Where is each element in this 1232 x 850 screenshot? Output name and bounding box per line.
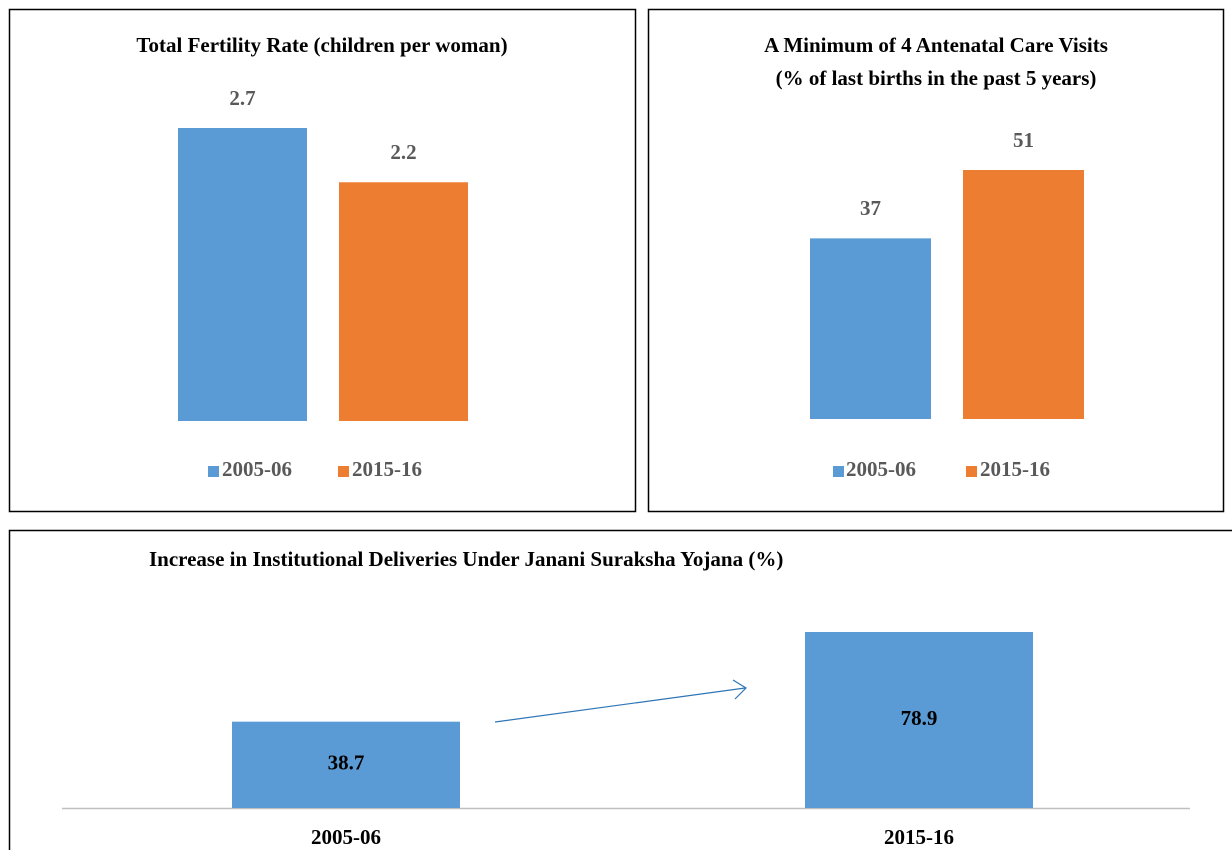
panel-border — [647, 8, 1225, 513]
bar — [810, 238, 931, 419]
chart-title: Increase in Institutional Deliveries Und… — [149, 547, 783, 571]
data-label: 51 — [1013, 128, 1034, 152]
panel-border — [8, 8, 637, 513]
legend-label: 2005-06 — [846, 457, 916, 481]
data-label: 78.9 — [901, 706, 938, 730]
bar — [963, 170, 1084, 419]
legend-swatch — [208, 466, 219, 477]
legend-label: 2005-06 — [222, 457, 292, 481]
chart-title: A Minimum of 4 Antenatal Care Visits — [764, 33, 1108, 57]
legend-swatch — [966, 466, 977, 477]
data-label: 2.7 — [229, 86, 255, 110]
legend-label: 2015-16 — [352, 457, 422, 481]
legend-swatch — [833, 466, 844, 477]
data-label: 38.7 — [328, 751, 365, 775]
bar — [178, 128, 307, 421]
x-tick-label: 2015-16 — [884, 825, 954, 849]
legend-swatch — [338, 466, 349, 477]
bar — [805, 632, 1033, 808]
panel-border — [8, 529, 1232, 850]
chart-subtitle: (% of last births in the past 5 years) — [776, 66, 1097, 90]
data-label: 37 — [860, 196, 881, 220]
bar — [339, 182, 468, 421]
legend-label: 2015-16 — [980, 457, 1050, 481]
chart-title: Total Fertility Rate (children per woman… — [136, 33, 507, 57]
arrow-head — [732, 679, 747, 700]
x-tick-label: 2005-06 — [311, 825, 381, 849]
bar — [232, 721, 460, 808]
arrow — [494, 687, 746, 723]
data-label: 2.2 — [390, 140, 416, 164]
